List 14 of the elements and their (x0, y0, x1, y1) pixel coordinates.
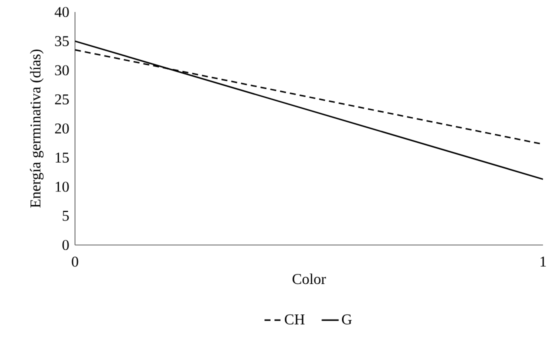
y-axis-title: Energía germinativa (días) (30, 50, 44, 208)
legend-label: CH (284, 314, 305, 324)
y-tick-label: 35 (55, 36, 69, 46)
y-tick-label: 20 (55, 123, 69, 134)
x-axis-title: Color (292, 274, 326, 284)
y-tick-label: 0 (62, 240, 69, 250)
y-tick-label: 40 (54, 6, 69, 18)
y-tick-label: 30 (55, 65, 69, 76)
legend-label: G (342, 314, 352, 324)
y-tick-label: 25 (55, 94, 69, 104)
x-tick-label: 1 (540, 256, 546, 267)
y-tick-label: 10 (56, 182, 69, 192)
y-tick-label: 15 (56, 152, 69, 163)
y-tick-label: 5 (62, 210, 69, 221)
